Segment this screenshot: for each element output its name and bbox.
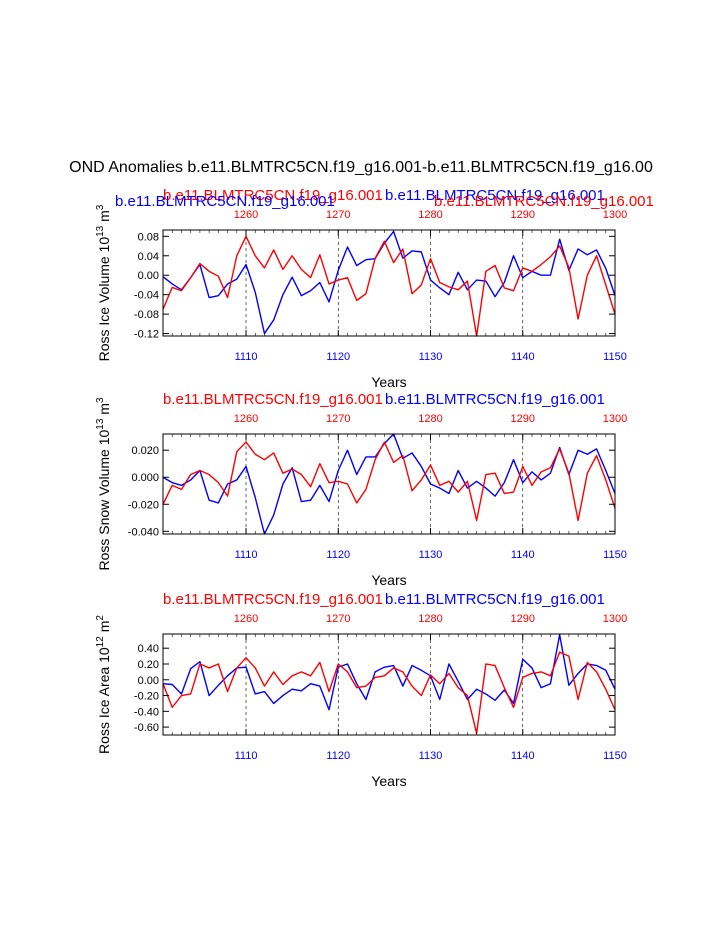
x-tick-label-bottom: 1120 <box>326 549 350 561</box>
y-axis-label-text: Ross Ice Area 10 <box>96 647 112 754</box>
chart-panel-2: -0.040 -0.020 0.000 0.020 1110 1120 1130 1140 11… <box>95 391 627 588</box>
y-tick-label: 0.20 <box>138 659 159 671</box>
x-tick-label-bottom: 1120 <box>326 750 350 762</box>
y-axis-label-unit-exponent: 2 <box>95 615 106 621</box>
x-tick-label-top: 1260 <box>234 209 258 221</box>
x-tick-label-bottom: 1110 <box>235 351 258 363</box>
x-tick-label-bottom: 1150 <box>603 351 627 363</box>
panel-subtitle-red: b.e11.BLMTRC5CN.f19_g16.001 <box>434 193 654 210</box>
x-tick-label-top: 1270 <box>326 413 350 425</box>
x-tick-label-top: 1290 <box>511 613 535 625</box>
x-tick-label-bottom: 1150 <box>603 549 627 561</box>
series-line-red <box>162 235 616 337</box>
x-tick-label-top: 1280 <box>418 209 442 221</box>
y-tick-label: 0.000 <box>131 472 159 484</box>
series-line-red <box>162 651 616 735</box>
y-tick-label: -0.60 <box>134 722 159 734</box>
y-tick-label: 0.08 <box>138 231 159 243</box>
x-tick-label-top: 1260 <box>234 613 258 625</box>
x-tick-label-bottom: 1130 <box>419 549 443 561</box>
y-tick-label: -0.08 <box>134 309 159 321</box>
panel-title-blue: b.e11.BLMTRC5CN.f19_g16.001 <box>385 187 605 204</box>
plot-frame <box>162 633 616 736</box>
x-tick-label-top: 1280 <box>418 413 442 425</box>
y-axis-label-unit-exponent: 3 <box>95 204 106 210</box>
x-tick-label-top: 1300 <box>603 613 627 625</box>
y-axis-label-exponent: 13 <box>95 225 106 237</box>
figure-title: OND Anomalies b.e11.BLMTRC5CN.f19_g16.00… <box>69 159 653 176</box>
panel-title-red: b.e11.BLMTRC5CN.f19_g16.001 <box>163 591 383 608</box>
x-tick-label-bottom: 1110 <box>235 549 258 561</box>
plot-frame <box>162 229 616 337</box>
panel-subtitle-blue: b.e11.BLMTRC5CN.f19_g16.001 <box>115 193 335 210</box>
x-tick-label-top: 1300 <box>603 209 627 221</box>
y-tick-label: -0.040 <box>128 526 159 538</box>
y-axis-label-unit: m <box>96 403 112 419</box>
y-tick-label: 0.00 <box>138 270 159 282</box>
series-line-blue <box>162 634 616 711</box>
x-tick-label-bottom: 1130 <box>419 750 443 762</box>
x-tick-label-bottom: 1140 <box>511 549 535 561</box>
y-axis-label-exponent: 13 <box>95 418 106 430</box>
y-tick-label: 0.020 <box>131 445 159 457</box>
y-axis-label: Ross Ice Area 1012 m2 <box>95 615 112 754</box>
panel-title-red: b.e11.BLMTRC5CN.f19_g16.001 <box>163 391 383 408</box>
x-axis-label: Years <box>371 374 406 390</box>
panel-title-blue: b.e11.BLMTRC5CN.f19_g16.001 <box>385 391 605 408</box>
x-tick-label-top: 1260 <box>234 413 258 425</box>
y-tick-label: -0.40 <box>134 706 159 718</box>
panel-title-red: b.e11.BLMTRC5CN.f19_g16.001 <box>163 187 383 204</box>
panel-title-blue: b.e11.BLMTRC5CN.f19_g16.001 <box>385 591 605 608</box>
plot-frame <box>162 433 616 535</box>
y-axis-label-exponent: 12 <box>95 636 106 648</box>
y-tick-label: -0.12 <box>134 329 159 341</box>
y-tick-label: -0.20 <box>134 691 159 703</box>
y-tick-label: 0.04 <box>138 251 159 263</box>
y-axis-label-text: Ross Ice Volume 10 <box>96 237 112 362</box>
x-tick-label-bottom: 1130 <box>419 351 443 363</box>
y-axis-label: Ross Snow Volume 1013 m3 <box>95 397 112 571</box>
series-line-red <box>162 441 616 522</box>
x-tick-label-bottom: 1120 <box>326 351 350 363</box>
x-tick-label-top: 1290 <box>511 209 535 221</box>
y-axis-label-unit-exponent: 3 <box>95 397 106 403</box>
x-tick-label-top: 1290 <box>511 413 535 425</box>
x-tick-label-bottom: 1110 <box>235 750 258 762</box>
panels: -0.12 -0.08 -0.04 0.00 0.04 0.08 1110 1120 1130 1… <box>95 187 654 789</box>
x-tick-label-bottom: 1140 <box>511 750 535 762</box>
x-axis-label: Years <box>371 773 406 789</box>
x-tick-label-top: 1270 <box>326 613 350 625</box>
x-tick-label-bottom: 1140 <box>511 351 535 363</box>
chart-panel-3: -0.60 -0.40 -0.20 0.00 0.20 0.40 1110 1120 1130 1… <box>95 591 627 789</box>
y-tick-label: 0.40 <box>138 643 159 655</box>
series-line-blue <box>162 433 616 535</box>
y-axis-label-unit: m <box>96 621 112 637</box>
y-tick-label: 0.00 <box>138 675 159 687</box>
y-tick-label: -0.04 <box>134 290 159 302</box>
y-tick-label: -0.020 <box>128 499 159 511</box>
series-line-blue <box>162 230 616 335</box>
y-axis-label-text: Ross Snow Volume 10 <box>96 429 112 570</box>
chart-panel-1: -0.12 -0.08 -0.04 0.00 0.04 0.08 1110 1120 1130 1… <box>95 187 654 390</box>
y-axis-label-unit: m <box>96 210 112 226</box>
y-axis-label: Ross Ice Volume 1013 m3 <box>95 204 112 361</box>
x-tick-label-top: 1280 <box>418 613 442 625</box>
x-tick-label-top: 1270 <box>326 209 350 221</box>
x-tick-label-bottom: 1150 <box>603 750 627 762</box>
x-axis-label: Years <box>371 572 406 588</box>
x-tick-label-top: 1300 <box>603 413 627 425</box>
